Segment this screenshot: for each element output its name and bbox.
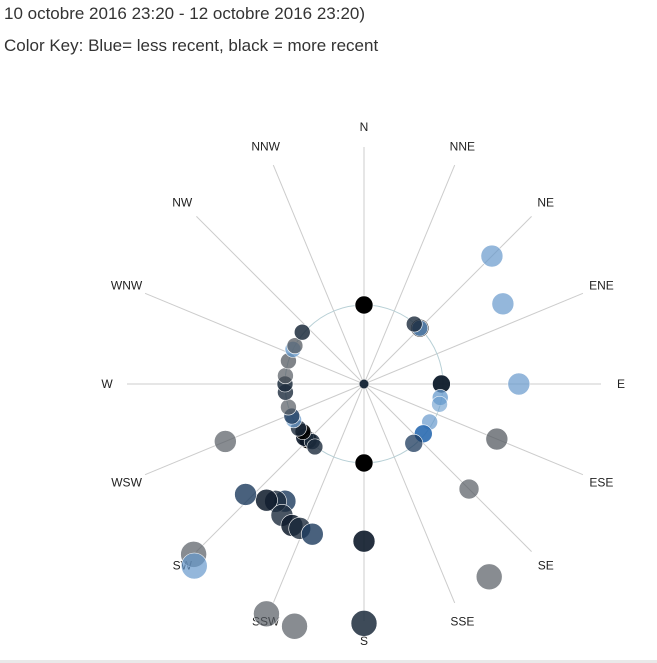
data-point-35[interactable] bbox=[293, 323, 311, 341]
spoke-nnw bbox=[272, 164, 365, 385]
direction-label-se: SE bbox=[538, 559, 554, 573]
data-point-31[interactable] bbox=[277, 367, 294, 385]
data-point-36[interactable] bbox=[214, 430, 237, 453]
data-point-8[interactable] bbox=[480, 244, 504, 268]
data-point-23[interactable] bbox=[306, 438, 324, 456]
data-point-13[interactable] bbox=[431, 395, 448, 413]
color-key: Color Key: Blue= less recent, black = mo… bbox=[4, 36, 379, 55]
center-dot bbox=[359, 379, 369, 389]
data-point-16[interactable] bbox=[404, 434, 424, 453]
chart-title: 10 octobre 2016 23:20 - 12 octobre 2016 … bbox=[4, 4, 366, 23]
data-point-19[interactable] bbox=[475, 563, 503, 591]
data-point-7[interactable] bbox=[405, 315, 423, 333]
data-point-17[interactable] bbox=[485, 427, 509, 451]
direction-label-wnw: WNW bbox=[111, 279, 143, 293]
direction-label-nnw: NNW bbox=[251, 140, 280, 154]
data-point-2[interactable] bbox=[354, 453, 374, 473]
spoke-wnw bbox=[144, 292, 365, 385]
data-point-11[interactable] bbox=[507, 372, 531, 396]
spoke-ese bbox=[363, 383, 584, 476]
direction-labels: NNNENEENEEESESESSESSSWSWWSWWWNWNWNNW bbox=[101, 120, 625, 648]
spoke-wsw bbox=[144, 383, 365, 476]
direction-label-wsw: WSW bbox=[111, 475, 142, 489]
spoke-ene bbox=[363, 292, 584, 385]
spoke-sse bbox=[363, 383, 456, 604]
data-point-34[interactable] bbox=[286, 337, 304, 355]
bottom-divider bbox=[0, 660, 657, 663]
direction-label-w: W bbox=[101, 377, 113, 391]
data-point-3[interactable] bbox=[352, 529, 376, 553]
direction-label-n: N bbox=[360, 120, 369, 134]
data-point-47[interactable] bbox=[253, 600, 280, 628]
spoke-nne bbox=[363, 164, 456, 385]
data-point-4[interactable] bbox=[350, 610, 378, 637]
data-point-48[interactable] bbox=[281, 612, 308, 640]
direction-label-sse: SSE bbox=[450, 614, 474, 628]
data-point-39[interactable] bbox=[255, 488, 278, 512]
data-point-43[interactable] bbox=[301, 522, 324, 546]
data-point-28[interactable] bbox=[280, 398, 297, 416]
spoke-ne bbox=[363, 216, 532, 385]
data-point-46[interactable] bbox=[180, 552, 208, 580]
data-point-44[interactable] bbox=[234, 483, 257, 506]
direction-label-ese: ESE bbox=[589, 475, 613, 489]
direction-label-nw: NW bbox=[172, 195, 193, 209]
direction-spokes bbox=[127, 147, 601, 621]
spoke-sw bbox=[196, 383, 365, 552]
spoke-se bbox=[363, 383, 532, 552]
direction-label-s: S bbox=[360, 634, 368, 648]
direction-label-nne: NNE bbox=[450, 140, 475, 154]
data-points bbox=[180, 244, 531, 640]
direction-label-ne: NE bbox=[537, 195, 554, 209]
spoke-nw bbox=[196, 216, 365, 385]
direction-label-e: E bbox=[617, 377, 625, 391]
data-point-9[interactable] bbox=[491, 292, 515, 316]
spoke-ssw bbox=[272, 383, 365, 604]
data-point-1[interactable] bbox=[354, 295, 374, 315]
direction-label-ene: ENE bbox=[589, 279, 614, 293]
data-point-18[interactable] bbox=[458, 478, 480, 500]
